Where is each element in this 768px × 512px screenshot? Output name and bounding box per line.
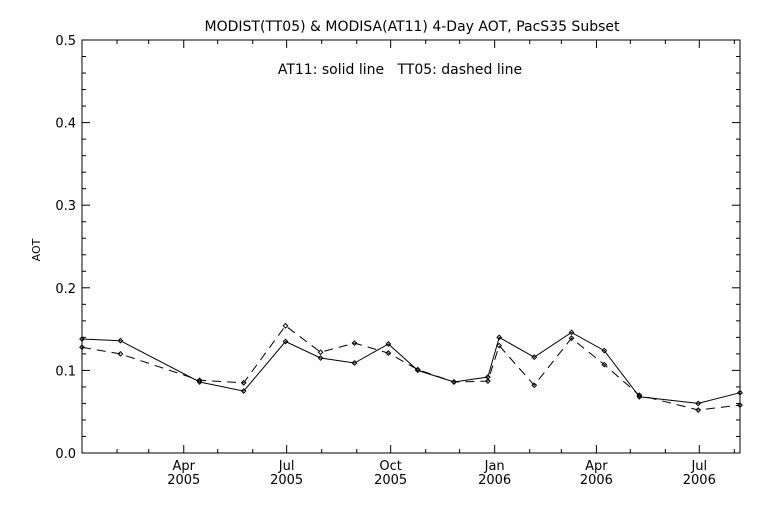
legend-annotation: AT11: solid line TT05: dashed line — [278, 62, 522, 78]
data-point-tt05 — [282, 322, 289, 329]
axis-ticks: 0.00.10.20.30.40.5Apr2005Jul2005Oct2005J… — [55, 34, 740, 488]
y-axis-label: AOT — [30, 238, 43, 261]
x-tick-year: 2005 — [270, 473, 303, 488]
data-point-tt05 — [317, 349, 324, 356]
data-point-at11 — [496, 334, 503, 341]
data-point-tt05 — [196, 377, 203, 384]
data-point-tt05 — [601, 361, 608, 368]
data-point-tt05 — [414, 366, 421, 373]
data-point-tt05 — [496, 342, 503, 349]
data-point-tt05 — [568, 335, 575, 342]
x-tick-year: 2005 — [167, 473, 200, 488]
x-tick-year: 2006 — [580, 473, 613, 488]
x-tick-month: Oct — [379, 459, 401, 474]
x-tick-month: Apr — [585, 459, 608, 474]
data-point-tt05 — [117, 350, 124, 357]
series-layer — [79, 322, 743, 413]
data-point-at11 — [117, 337, 124, 344]
data-point-at11 — [240, 388, 247, 394]
y-tick-label: 0.3 — [55, 199, 76, 214]
x-tick-year: 2006 — [478, 473, 511, 488]
data-point-tt05 — [737, 402, 743, 408]
data-point-tt05 — [385, 350, 392, 356]
x-tick-year: 2006 — [683, 473, 716, 488]
plot-frame — [81, 39, 741, 454]
data-point-tt05 — [695, 407, 702, 413]
data-point-tt05 — [351, 340, 358, 347]
y-tick-label: 0.2 — [55, 282, 76, 297]
data-point-tt05 — [484, 378, 491, 385]
x-tick-year: 2005 — [374, 473, 407, 488]
data-point-tt05 — [531, 382, 538, 389]
x-tick-month: Apr — [173, 459, 196, 474]
y-tick-label: 0.0 — [55, 447, 76, 462]
data-point-at11 — [601, 347, 608, 354]
data-point-at11 — [282, 338, 289, 345]
x-tick-month: Jan — [484, 459, 505, 474]
data-point-tt05 — [79, 344, 85, 351]
series-line-at11 — [81, 331, 741, 404]
x-tick-month: Jul — [690, 459, 707, 474]
data-point-tt05 — [240, 379, 247, 386]
data-point-tt05 — [451, 379, 457, 385]
data-point-at11 — [317, 355, 324, 361]
data-point-at11 — [351, 360, 358, 366]
y-tick-label: 0.4 — [55, 117, 76, 132]
data-point-at11 — [385, 341, 392, 347]
x-tick-month: Jul — [278, 459, 295, 474]
data-point-tt05 — [636, 392, 643, 399]
data-point-at11 — [568, 329, 575, 336]
y-tick-label: 0.1 — [55, 364, 76, 379]
data-point-at11 — [695, 400, 702, 407]
data-point-at11 — [79, 336, 85, 342]
y-tick-label: 0.5 — [55, 34, 76, 49]
data-point-at11 — [737, 389, 743, 396]
chart-title: MODIST(TT05) & MODISA(AT11) 4-Day AOT, P… — [205, 19, 620, 35]
data-point-at11 — [531, 354, 538, 361]
